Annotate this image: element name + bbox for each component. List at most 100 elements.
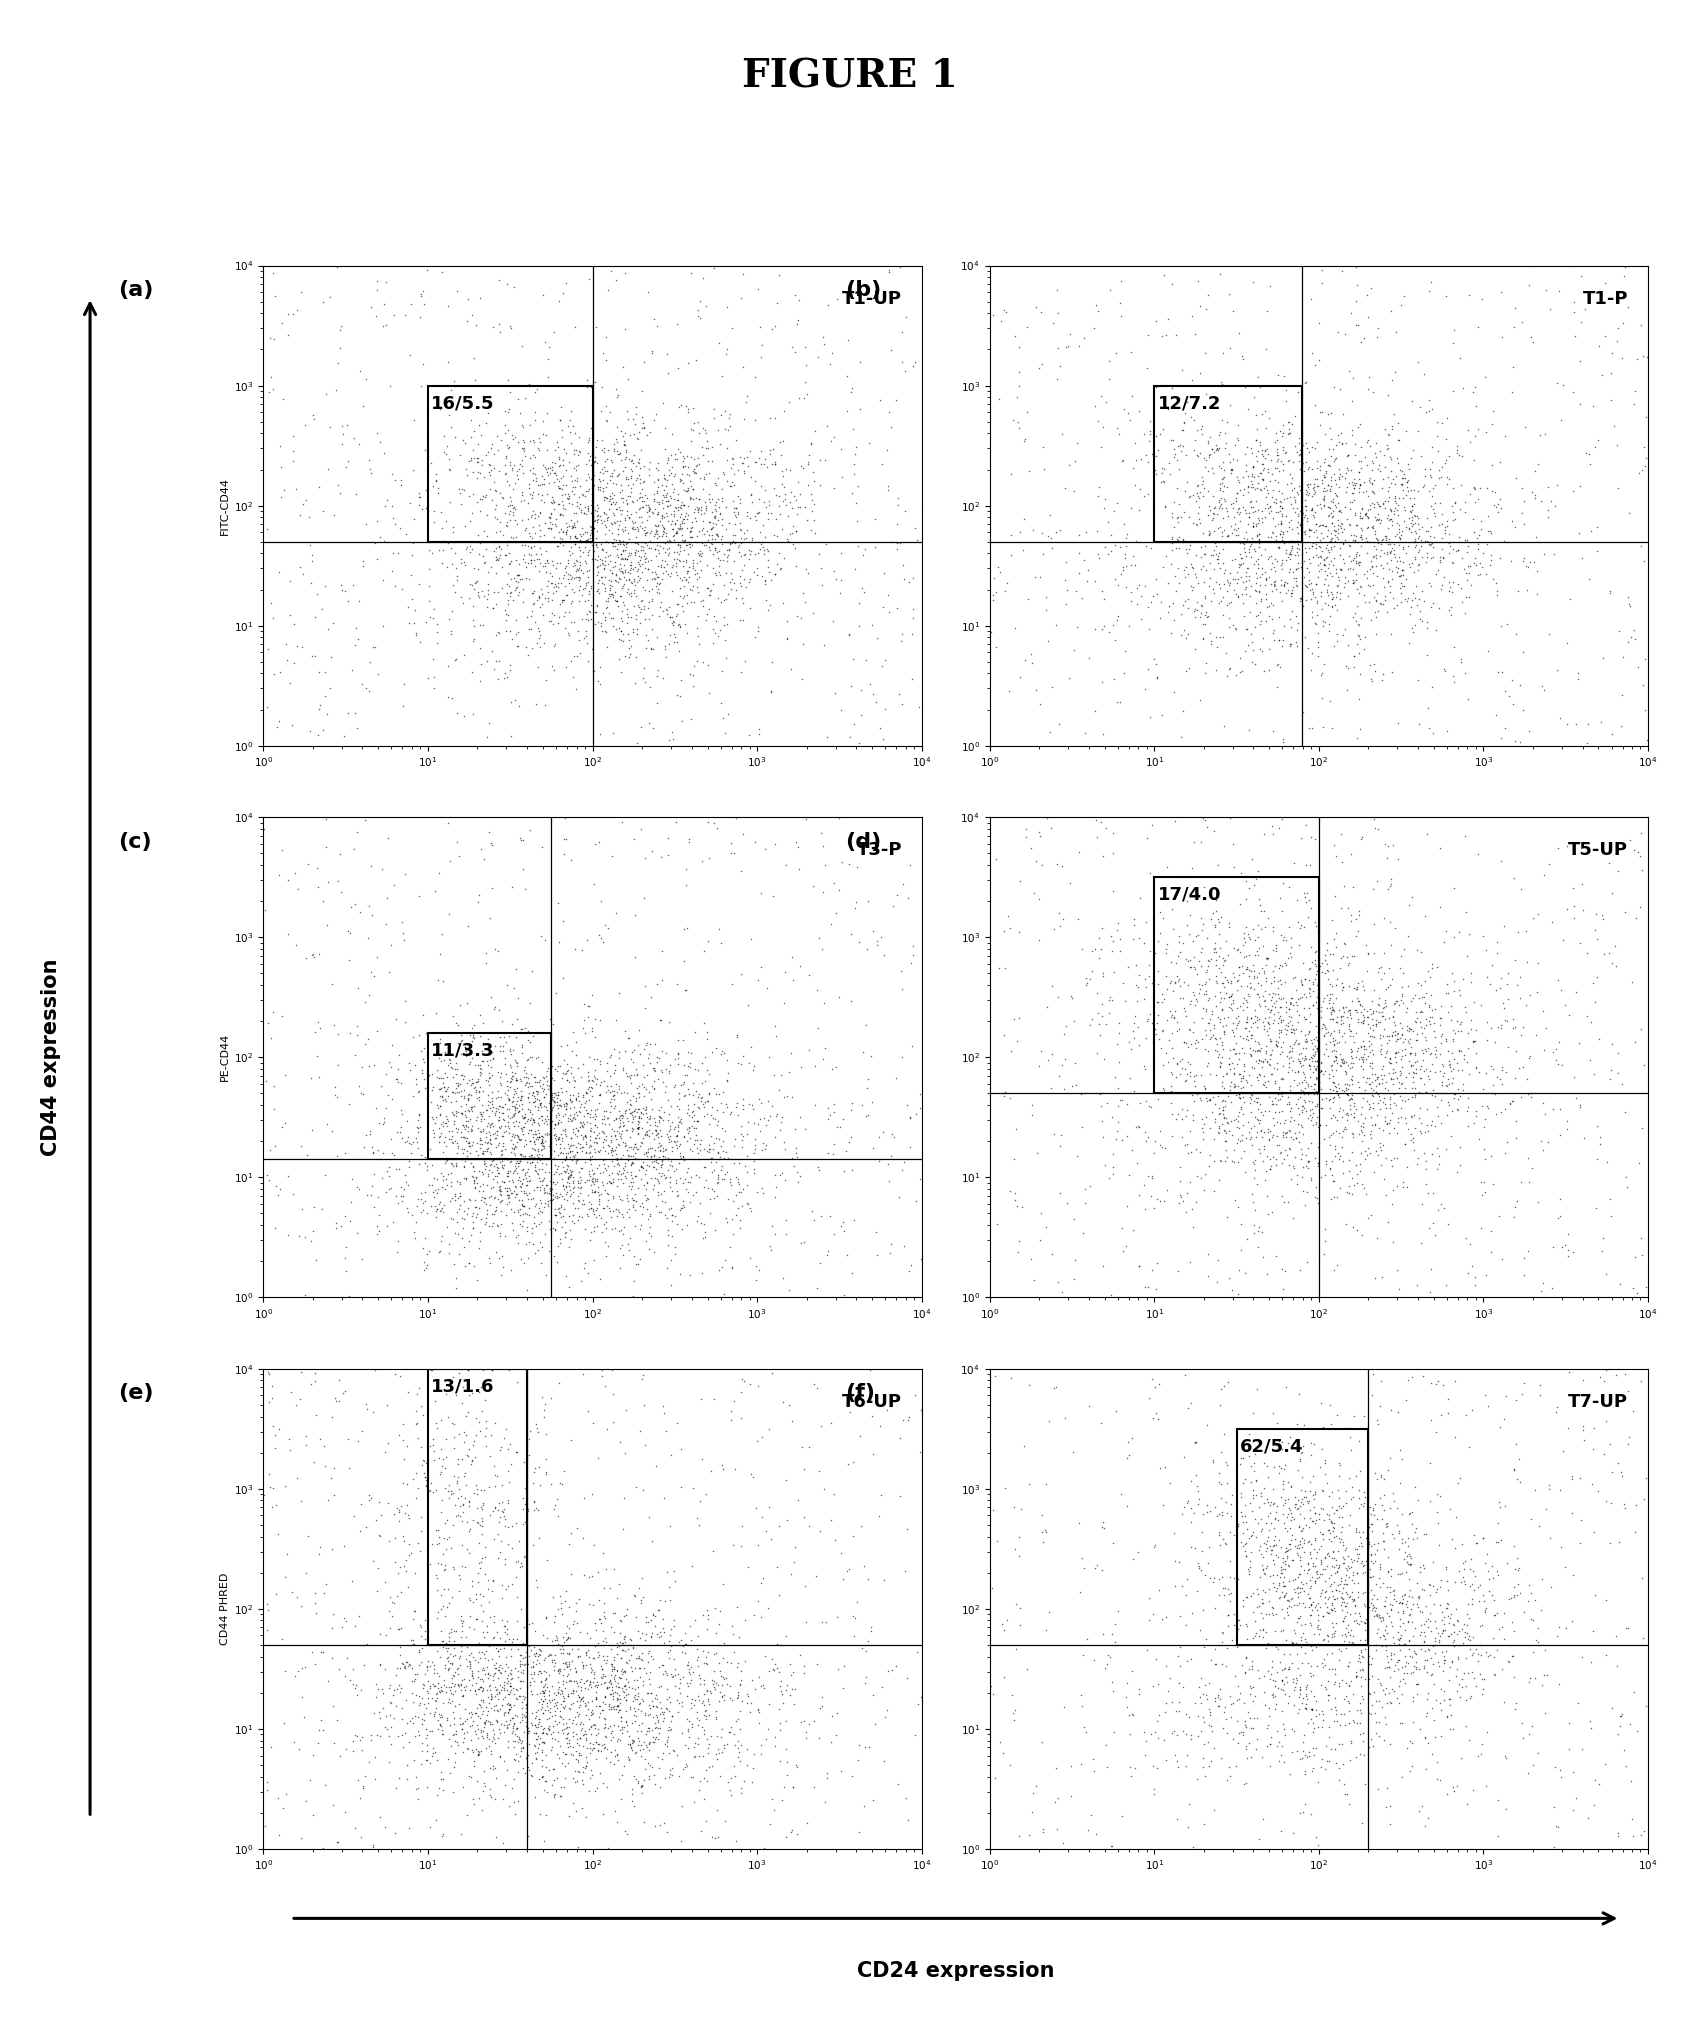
- Point: [484, 1075, 511, 1107]
- Point: [1335, 1626, 1362, 1659]
- Point: [506, 1083, 533, 1115]
- Point: [277, 1375, 304, 1408]
- Point: [625, 590, 652, 623]
- Point: [1251, 942, 1279, 975]
- Point: [472, 439, 499, 472]
- Point: [638, 1118, 666, 1150]
- Point: [1323, 1136, 1350, 1169]
- Point: [625, 501, 652, 533]
- Point: [1217, 517, 1245, 550]
- Point: [1000, 1694, 1027, 1726]
- Point: [1403, 1667, 1430, 1700]
- Point: [416, 1747, 443, 1779]
- Point: [482, 1469, 509, 1502]
- Point: [1002, 1632, 1029, 1665]
- Point: [1272, 987, 1299, 1019]
- Point: [1275, 629, 1302, 662]
- Point: [727, 1132, 754, 1165]
- Point: [1109, 443, 1136, 476]
- Point: [540, 1007, 567, 1040]
- Point: [1460, 486, 1487, 519]
- Point: [1448, 1528, 1476, 1561]
- Point: [1414, 1634, 1442, 1667]
- Point: [1190, 452, 1217, 484]
- Point: [1253, 993, 1280, 1026]
- Point: [632, 842, 659, 874]
- Point: [1262, 934, 1289, 966]
- Point: [355, 443, 382, 476]
- Point: [615, 480, 642, 513]
- Point: [608, 623, 635, 656]
- Point: [618, 1777, 645, 1810]
- Point: [627, 1741, 654, 1773]
- Point: [625, 1028, 652, 1060]
- Point: [1138, 809, 1165, 842]
- Point: [1352, 496, 1379, 529]
- Point: [501, 1056, 528, 1089]
- Point: [1282, 552, 1309, 584]
- Point: [863, 928, 890, 960]
- Point: [482, 1677, 509, 1710]
- Point: [1284, 1091, 1311, 1124]
- Point: [1277, 576, 1304, 609]
- Point: [723, 1732, 751, 1765]
- Point: [1403, 588, 1430, 621]
- Point: [650, 433, 678, 466]
- Point: [623, 1714, 650, 1747]
- Point: [265, 860, 292, 893]
- Point: [588, 1661, 615, 1694]
- Point: [1453, 1091, 1481, 1124]
- Point: [559, 488, 586, 521]
- Point: [1336, 1483, 1363, 1516]
- Point: [1150, 490, 1177, 523]
- Point: [623, 613, 650, 646]
- Point: [703, 1669, 730, 1702]
- Point: [1262, 1240, 1289, 1273]
- Point: [1306, 1614, 1333, 1647]
- Point: [557, 1177, 584, 1209]
- Point: [1182, 958, 1209, 991]
- Point: [494, 548, 521, 580]
- Point: [604, 517, 632, 550]
- Point: [1187, 1103, 1214, 1136]
- Point: [1104, 599, 1131, 631]
- Point: [479, 1109, 506, 1142]
- Point: [1362, 1600, 1389, 1632]
- Point: [554, 1028, 581, 1060]
- Point: [671, 1079, 698, 1111]
- Point: [642, 1720, 669, 1753]
- Point: [1246, 889, 1274, 921]
- Point: [1282, 1663, 1309, 1696]
- Point: [1274, 482, 1301, 515]
- Point: [655, 560, 683, 592]
- Point: [628, 1561, 655, 1594]
- Point: [1363, 1598, 1391, 1630]
- Point: [630, 411, 657, 443]
- Point: [696, 676, 723, 709]
- Point: [599, 1079, 627, 1111]
- Point: [1216, 1561, 1243, 1594]
- Point: [1229, 1107, 1257, 1140]
- Point: [1428, 1068, 1455, 1101]
- Point: [518, 1651, 545, 1683]
- Point: [569, 572, 596, 605]
- Point: [1613, 1428, 1640, 1461]
- Point: [1246, 968, 1274, 1001]
- Point: [1418, 1569, 1445, 1602]
- Point: [545, 1158, 572, 1191]
- Point: [1221, 509, 1248, 541]
- Point: [577, 1169, 604, 1201]
- Point: [1306, 1669, 1333, 1702]
- Point: [1380, 1056, 1408, 1089]
- Point: [547, 1673, 574, 1706]
- Point: [341, 1040, 368, 1073]
- Point: [448, 1712, 475, 1745]
- Point: [1158, 523, 1185, 556]
- Text: (c): (c): [119, 832, 153, 852]
- Point: [684, 627, 711, 660]
- Point: [813, 1234, 841, 1267]
- Point: [664, 433, 691, 466]
- Point: [790, 452, 817, 484]
- Point: [1158, 913, 1185, 946]
- Point: [747, 447, 774, 480]
